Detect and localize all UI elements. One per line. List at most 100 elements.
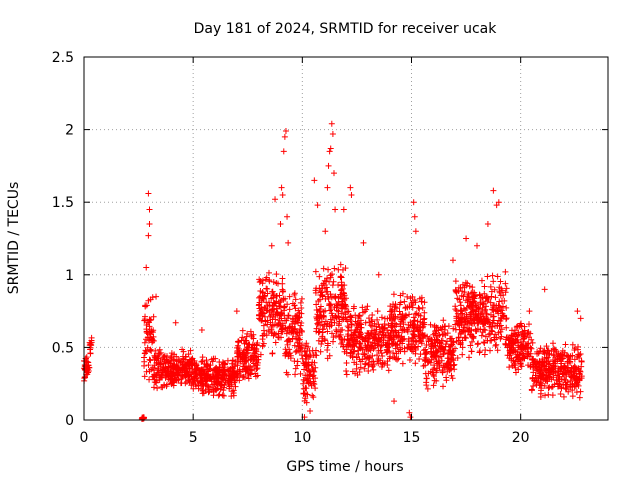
data-point bbox=[160, 354, 167, 361]
data-point bbox=[297, 299, 304, 306]
data-point bbox=[572, 383, 579, 390]
data-point bbox=[323, 289, 330, 296]
data-point bbox=[481, 340, 488, 347]
data-point bbox=[428, 345, 435, 352]
data-point-peak bbox=[375, 271, 382, 278]
data-point bbox=[289, 300, 296, 307]
data-point bbox=[275, 321, 282, 328]
data-point bbox=[347, 335, 354, 342]
data-point bbox=[466, 302, 473, 309]
data-point bbox=[478, 332, 485, 339]
data-point bbox=[481, 283, 488, 290]
data-point bbox=[257, 351, 264, 358]
data-point bbox=[363, 355, 370, 362]
data-point-peak bbox=[449, 257, 456, 264]
data-point bbox=[273, 292, 280, 299]
data-point bbox=[463, 282, 470, 289]
data-point bbox=[337, 273, 344, 280]
data-point bbox=[521, 330, 528, 337]
data-point bbox=[399, 290, 406, 297]
data-point bbox=[272, 339, 279, 346]
data-point bbox=[304, 353, 311, 360]
data-point bbox=[467, 331, 474, 338]
data-point bbox=[487, 330, 494, 337]
data-point bbox=[466, 303, 473, 310]
data-point bbox=[283, 330, 290, 337]
data-point bbox=[286, 293, 293, 300]
data-point bbox=[512, 369, 519, 376]
data-point bbox=[171, 375, 178, 382]
data-point bbox=[565, 388, 572, 395]
data-point bbox=[215, 392, 222, 399]
data-point bbox=[182, 361, 189, 368]
data-point bbox=[292, 305, 299, 312]
data-point bbox=[438, 326, 445, 333]
data-point bbox=[347, 352, 354, 359]
data-point bbox=[230, 371, 237, 378]
data-point bbox=[147, 316, 154, 323]
data-point bbox=[491, 286, 498, 293]
data-point bbox=[450, 339, 457, 346]
data-point bbox=[457, 285, 464, 292]
data-point bbox=[276, 302, 283, 309]
data-point bbox=[468, 338, 475, 345]
data-point bbox=[351, 348, 358, 355]
data-point bbox=[457, 299, 464, 306]
data-point bbox=[310, 367, 317, 374]
y-tick-label: 2 bbox=[65, 123, 74, 139]
data-point bbox=[391, 304, 398, 311]
data-point bbox=[528, 345, 535, 352]
data-point-peak bbox=[348, 191, 355, 198]
data-point bbox=[141, 354, 148, 361]
data-point bbox=[285, 312, 292, 319]
data-point bbox=[221, 367, 228, 374]
data-point bbox=[410, 324, 417, 331]
data-point bbox=[208, 356, 215, 363]
data-point bbox=[276, 317, 283, 324]
data-point bbox=[431, 362, 438, 369]
data-point bbox=[377, 328, 384, 335]
data-point bbox=[446, 351, 453, 358]
data-point bbox=[503, 324, 510, 331]
data-point bbox=[167, 372, 174, 379]
data-point bbox=[518, 323, 525, 330]
data-point bbox=[571, 374, 578, 381]
data-point bbox=[357, 364, 364, 371]
data-point bbox=[269, 288, 276, 295]
data-point bbox=[544, 378, 551, 385]
data-point bbox=[567, 359, 574, 366]
data-point bbox=[424, 385, 431, 392]
data-point bbox=[462, 318, 469, 325]
data-point-peak bbox=[303, 399, 310, 406]
data-point bbox=[577, 351, 584, 358]
data-point bbox=[257, 278, 264, 285]
data-point bbox=[375, 347, 382, 354]
data-point bbox=[401, 345, 408, 352]
data-point bbox=[190, 385, 197, 392]
data-point bbox=[541, 350, 548, 357]
y-axis-label: SRMTID / TECUs bbox=[6, 182, 22, 295]
data-point bbox=[290, 316, 297, 323]
data-point bbox=[193, 360, 200, 367]
data-point bbox=[557, 352, 564, 359]
data-point bbox=[234, 362, 241, 369]
data-point bbox=[388, 335, 395, 342]
data-point bbox=[530, 356, 537, 363]
data-point bbox=[309, 392, 316, 399]
data-point bbox=[573, 370, 580, 377]
data-point bbox=[314, 311, 321, 318]
data-point bbox=[345, 324, 352, 331]
data-point bbox=[388, 323, 395, 330]
data-point bbox=[434, 339, 441, 346]
data-point bbox=[229, 388, 236, 395]
data-point bbox=[371, 340, 378, 347]
data-point bbox=[309, 359, 316, 366]
data-point bbox=[525, 344, 532, 351]
data-point bbox=[480, 320, 487, 327]
data-point bbox=[239, 350, 246, 357]
data-point bbox=[404, 293, 411, 300]
data-point bbox=[295, 335, 302, 342]
data-point bbox=[337, 261, 344, 268]
data-point bbox=[329, 312, 336, 319]
y-tick-label: 1.5 bbox=[52, 195, 74, 211]
